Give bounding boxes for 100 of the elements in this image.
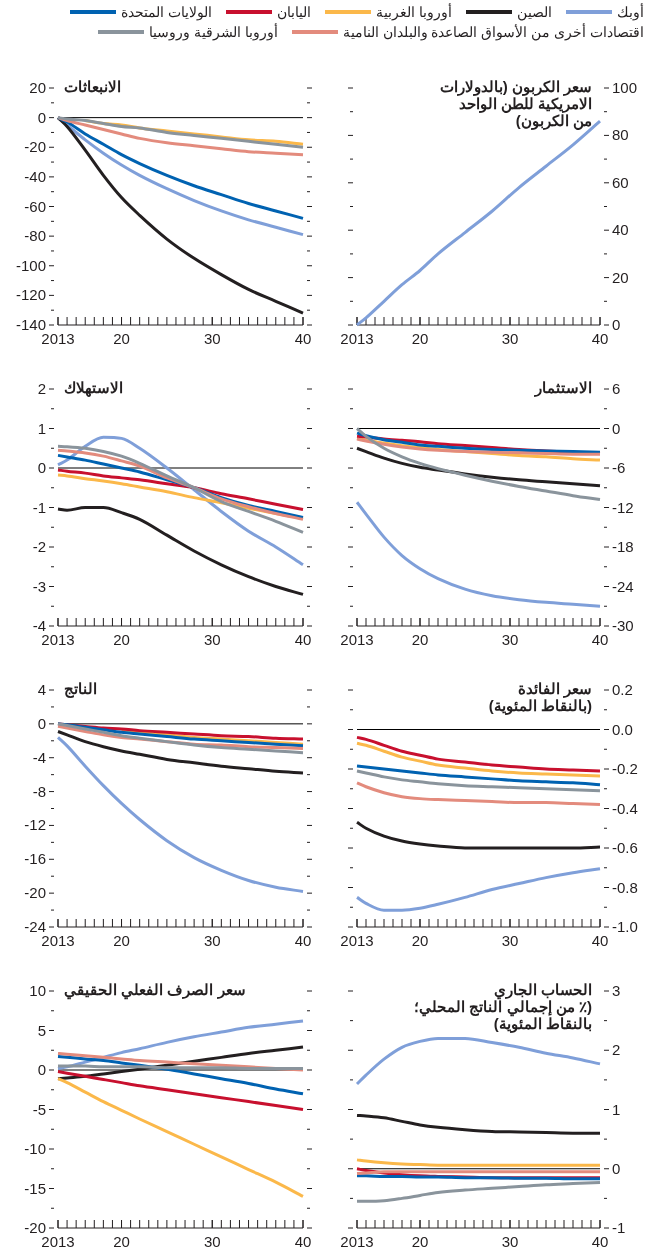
x-tick-label: 2013 [41, 1233, 75, 1249]
y-tick-label: 2 [612, 1041, 621, 1059]
y-tick-label: -5 [32, 1100, 46, 1118]
x-tick-label: 20 [411, 932, 429, 949]
x-tick-label: 30 [501, 932, 519, 949]
y-tick-label: -12 [24, 816, 46, 834]
x-tick-label: 20 [113, 932, 130, 949]
y-tick-label: -18 [612, 538, 634, 555]
y-tick-label: -3 [32, 577, 46, 595]
x-tick-label: 30 [501, 1233, 519, 1249]
y-tick-label: -0.8 [612, 878, 638, 896]
y-tick-label: -10 [24, 1140, 46, 1157]
y-tick-label: -80 [24, 227, 46, 245]
y-tick-label: 6 [612, 380, 621, 397]
legend-label: أوروبا الشرقية وروسيا [148, 22, 278, 42]
y-tick-label: 1 [37, 419, 46, 437]
y-tick-label: -0.6 [612, 839, 638, 856]
x-tick-label: 40 [294, 631, 312, 648]
x-tick-label: 20 [411, 631, 429, 648]
y-tick-label: 0.0 [612, 720, 633, 738]
chart-title: الناتج [64, 680, 97, 697]
y-tick-label: -100 [15, 256, 46, 274]
x-tick-label: 40 [294, 330, 312, 347]
legend-label: أوروبا الغربية [376, 2, 452, 22]
y-tick-label: -12 [612, 498, 634, 516]
y-tick-label: -15 [24, 1179, 46, 1197]
x-tick-label: 30 [501, 631, 519, 648]
y-tick-label: -4 [32, 748, 46, 766]
x-tick-label: 40 [294, 1233, 312, 1249]
legend-label: الولايات المتحدة [121, 3, 213, 22]
legend-label: أوبك [617, 2, 644, 22]
y-tick-label: -1 [612, 1219, 626, 1236]
y-tick-label: 2 [37, 380, 46, 397]
chart-title: سعر الفائدة (بالنقاط المئوية) [488, 680, 592, 714]
y-tick-label: -2 [32, 538, 46, 555]
y-tick-label: 1 [612, 1100, 621, 1118]
y-tick-label: -20 [24, 1219, 46, 1236]
x-tick-label: 2013 [41, 330, 75, 347]
y-tick-label: 0.2 [612, 681, 633, 698]
chart-title: الانبعاثات [64, 78, 121, 95]
text: سعر الكربون (بالدولارات الامريكية للطن الواحد من الكربون) [439, 78, 592, 129]
legend-label: اليابان [277, 3, 312, 22]
y-tick-label: 10 [29, 982, 46, 999]
y-tick-label: -60 [24, 197, 46, 215]
x-tick-label: 20 [113, 631, 130, 648]
y-tick-label: 5 [37, 1021, 46, 1039]
y-tick-label: 0 [612, 1159, 621, 1177]
y-tick-label: -4 [32, 617, 46, 634]
y-tick-label: -30 [612, 617, 634, 634]
y-tick-label: 0 [37, 459, 46, 476]
y-tick-label: 0 [37, 108, 46, 126]
x-tick-label: 2013 [41, 932, 75, 949]
y-tick-label: 80 [612, 126, 629, 144]
chart-title: الاستهلاك [64, 379, 123, 396]
y-tick-label: -16 [24, 850, 46, 868]
y-tick-label: -20 [24, 884, 46, 902]
x-tick-label: 2013 [41, 631, 75, 648]
x-tick-label: 40 [591, 932, 609, 949]
y-tick-label: -1 [32, 498, 46, 516]
y-tick-label: 4 [37, 681, 46, 698]
x-tick-label: 20 [113, 1233, 130, 1249]
x-tick-label: 20 [411, 330, 429, 347]
y-tick-label: 100 [612, 79, 638, 96]
x-tick-label: 30 [203, 1233, 221, 1249]
y-tick-label: -24 [24, 918, 46, 935]
legend-label: الصين [517, 3, 552, 22]
x-tick-label: 2013 [340, 330, 374, 347]
y-tick-label: 60 [612, 173, 629, 191]
x-tick-label: 2013 [340, 631, 374, 648]
y-tick-label: -120 [15, 286, 46, 304]
y-tick-label: -40 [24, 167, 46, 185]
x-tick-label: 40 [294, 932, 312, 949]
x-tick-label: 2013 [340, 932, 374, 949]
x-tick-label: 30 [203, 631, 221, 648]
x-tick-label: 20 [113, 330, 130, 347]
y-tick-label: -140 [15, 316, 46, 333]
text: الحساب الجاري (٪ من إجمالي الناتج المحلي؛ بالنقاط المئوية) [414, 981, 592, 1032]
y-tick-label: -8 [32, 782, 46, 800]
y-tick-label: -20 [24, 138, 46, 156]
y-tick-label: -1.0 [612, 918, 638, 935]
y-tick-label: 40 [612, 221, 629, 239]
x-tick-label: 40 [591, 330, 609, 347]
x-tick-label: 20 [411, 1233, 429, 1249]
y-tick-label: -0.2 [612, 760, 638, 777]
y-tick-label: 0 [37, 714, 46, 732]
y-tick-label: 0 [37, 1061, 46, 1078]
chart-title: سعر الصرف الفعلي الحقيقي [64, 981, 246, 998]
x-tick-label: 2013 [340, 1233, 374, 1249]
x-tick-label: 40 [591, 1233, 609, 1249]
x-tick-label: 30 [203, 330, 221, 347]
y-tick-label: 20 [29, 79, 46, 96]
x-tick-label: 30 [501, 330, 519, 347]
y-tick-label: 20 [612, 268, 629, 286]
y-tick-label: -6 [612, 459, 626, 476]
x-tick-label: 40 [591, 631, 609, 648]
y-tick-label: 0 [612, 419, 621, 437]
y-tick-label: -0.4 [612, 799, 638, 817]
y-tick-label: -24 [612, 577, 634, 595]
y-tick-label: 3 [612, 982, 621, 999]
legend-label: اقتصادات أخرى من الأسواق الصاعدة والبلدان النامية [342, 22, 644, 42]
